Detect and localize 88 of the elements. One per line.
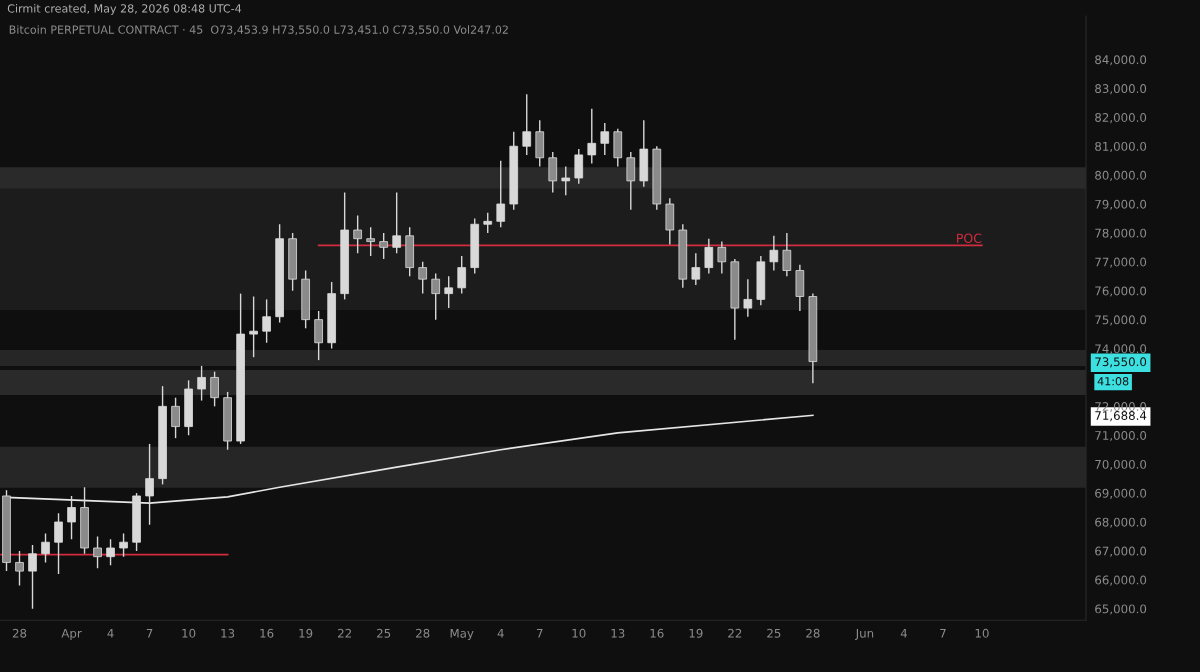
text: Cirmit created, May 28, 2026 08:48 UTC-4 [7,4,242,15]
x-tick-label: 4 [497,628,504,638]
candlestick [496,159,506,228]
x-tick-label: 25 [377,628,391,638]
candlestick [457,255,467,295]
x-tick-label: 25 [767,628,781,638]
y-tick-label: 79,000.0 [1095,199,1147,210]
candlestick [15,550,24,587]
candlestick [626,151,636,211]
y-tick-label: 84,000.0 [1095,55,1147,66]
x-tick-label: 28 [806,628,820,638]
y-tick-label: 69,000.0 [1095,488,1147,499]
y-tick-label: 72,000.0 [1095,402,1147,413]
y-tick-label: 71,000.0 [1095,430,1147,442]
series-label: POC [957,233,982,243]
x-tick-label: 7 [536,628,543,638]
y-tick-label: 76,000.0 [1095,286,1147,297]
candlestick [366,226,375,257]
candlestick [93,535,102,569]
x-tick-label: 13 [611,628,625,638]
x-tick-label: 10 [975,628,989,638]
candlestick [314,310,323,361]
candlestick [379,232,388,260]
candlestick [717,240,727,275]
candlestick [262,298,271,344]
candlestick [483,211,493,234]
x-tick-label: 10 [182,628,196,638]
x-tick-label: 28 [12,628,27,638]
candlestick [41,532,50,564]
x-tick-label: Jun [855,628,874,640]
candlestick [249,295,258,358]
y-tick-label: 66,000.0 [1095,575,1147,586]
x-tick-label: 22 [338,628,351,638]
y-tick-label: 73,550.0 [1095,357,1147,368]
y-tick-label: 82,000.0 [1095,113,1147,124]
candlestick [587,107,597,165]
candlestick [106,538,115,567]
x-tick-label: 22 [728,628,742,638]
y-tick-label: 75,000.0 [1095,315,1147,326]
candlestick [28,544,37,610]
x-tick-label: 7 [146,628,153,638]
x-tick-label: 13 [221,628,235,638]
candlestick [743,278,753,318]
x-tick-label: Apr [61,628,82,641]
candlestick [769,235,779,272]
y-tick-label: 80,000.0 [1095,170,1147,181]
x-tick-label: 16 [260,628,274,638]
candlestick [444,275,454,309]
candlestick [431,272,441,321]
candlestick [548,151,558,194]
y-tick-label: 67,000.0 [1095,546,1147,557]
candlestick [782,232,792,277]
candlestick [561,165,571,197]
y-tick-label: 68,000.0 [1095,517,1147,528]
candlestick [522,93,532,156]
x-tick-label: 7 [940,628,946,638]
chart-title: Bitcoin PERPETUAL CONTRACT · 45 O73,453.9 H73,550.0 L73,451.0 C73,550.0 Vol247.02 [9,25,508,35]
candlestick [392,191,401,254]
x-tick-label: 28 [416,628,430,638]
y-tick-label: 81,000.0 [1095,141,1147,153]
candlestick [691,252,701,286]
y-tick-label: 77,000.0 [1095,257,1147,268]
x-tick-label: 10 [572,628,586,638]
y-tick-label: 83,000.0 [1095,84,1147,95]
candlestick [67,495,76,541]
y-tick-label: 71,688.4 [1095,411,1147,422]
candlestick [171,396,180,439]
candlestick [353,214,362,254]
x-tick-label: 19 [299,628,313,638]
candlestick [418,261,428,295]
candlestick [54,512,63,575]
x-tick-label: 4 [900,628,908,638]
candlestick [210,370,219,408]
candlestick [704,238,714,275]
x-tick-label: 4 [107,628,114,638]
y-tick-label: 74,000.0 [1095,344,1147,355]
candlestick [197,365,206,402]
candlestick [119,532,128,558]
x-tick-label: 16 [650,628,664,638]
y-tick-label: 70,000.0 [1095,459,1147,471]
candlestick [145,443,154,526]
text: 41:08 [1097,377,1129,386]
y-tick-label: 78,000.0 [1095,228,1147,239]
candlestick [574,148,584,185]
x-tick-label: 19 [689,628,703,638]
x-tick-label: May [450,628,474,641]
candlestick [600,122,610,156]
y-tick-label: 65,000.0 [1095,604,1147,615]
